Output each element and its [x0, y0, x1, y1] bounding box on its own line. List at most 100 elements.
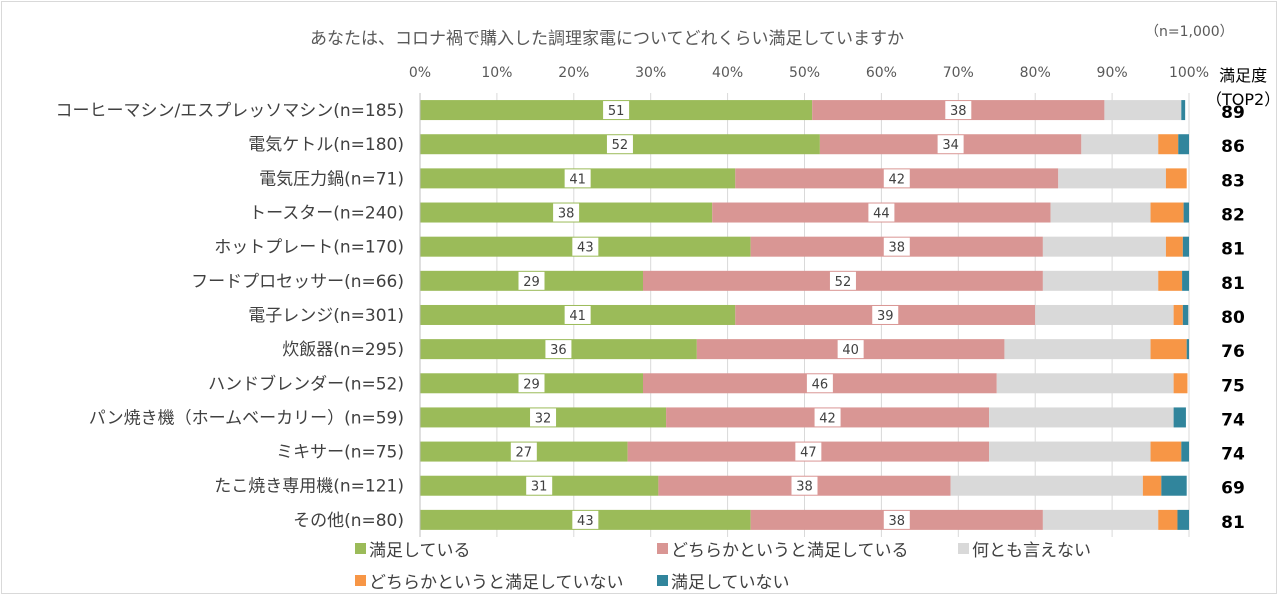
top2-header-line1: 満足度 [1219, 66, 1268, 85]
legend-item-somewhat-satisfied: どちらかというと満足している [657, 536, 909, 561]
data-label-box [518, 374, 545, 393]
data-label: 42 [889, 172, 906, 187]
data-label: 43 [577, 241, 594, 256]
legend-item-somewhat-dissatisfied: どちらかというと満足していない [355, 568, 624, 593]
data-label: 46 [812, 377, 829, 392]
category-label: フードプロセッサー(n=66) [191, 272, 404, 292]
bar-segment [1182, 304, 1189, 325]
category-label: トースター(n=240) [249, 204, 404, 224]
top2-value: 83 [1221, 171, 1245, 191]
data-label-box [572, 510, 599, 529]
bar-segment [1150, 339, 1187, 360]
data-label-box [530, 408, 557, 427]
data-label: 44 [873, 207, 890, 222]
bar-segment [1158, 509, 1178, 530]
bar-segment [950, 475, 1143, 496]
data-label-box [814, 408, 841, 427]
x-tick-label: 70% [943, 65, 974, 81]
data-label: 32 [535, 411, 552, 426]
x-tick-label: 30% [635, 65, 666, 81]
top2-value: 89 [1221, 103, 1245, 123]
data-label: 41 [569, 309, 586, 324]
bar-segment [1035, 304, 1174, 325]
sample-size-note: （n=1,000） [1145, 24, 1234, 40]
category-label: 電子レンジ(n=301) [248, 306, 404, 326]
top2-header-line2: （TOP2） [1206, 90, 1280, 109]
data-label: 27 [516, 446, 533, 461]
bar-segment [1081, 134, 1159, 155]
data-label: 34 [942, 138, 959, 153]
data-label: 42 [819, 411, 836, 426]
data-label: 47 [800, 446, 817, 461]
data-label-box [564, 305, 591, 324]
legend-label: 満足している [369, 541, 471, 561]
data-label-box [937, 135, 964, 154]
chart-title: あなたは、コロナ禍で購入した調理家電についてどれくらい満足していますか [310, 29, 904, 49]
data-label: 31 [531, 480, 548, 495]
top2-value: 75 [1221, 376, 1245, 396]
bar-segment [1173, 407, 1186, 428]
bar-segment [1186, 339, 1189, 360]
category-label: 電気ケトル(n=180) [248, 135, 404, 155]
top2-value: 74 [1221, 410, 1245, 430]
chart-legend: 満足している どちらかというと満足している 何とも言えない どちらかというと満足… [355, 536, 1255, 596]
x-tick-label: 50% [789, 65, 820, 81]
legend-label: 満足していない [671, 573, 790, 593]
bar-segment [1178, 134, 1189, 155]
data-label: 52 [835, 275, 852, 290]
bar-segment [1183, 202, 1189, 223]
legend-swatch [355, 575, 366, 586]
bar-segment [1165, 168, 1187, 189]
data-label-box [791, 476, 818, 495]
bar-segment [1042, 236, 1166, 257]
x-tick-label: 40% [712, 65, 743, 81]
bar-segment [1142, 475, 1162, 496]
category-label: コーヒーマシン/エスプレッソマシン(n=185) [56, 101, 404, 121]
x-tick-label: 80% [1020, 65, 1051, 81]
bar-segment [1182, 236, 1189, 257]
x-tick-label: 60% [866, 65, 897, 81]
bar-segment [1050, 202, 1151, 223]
bar-segment [1104, 100, 1182, 121]
category-label: パン焼き機（ホームベーカリー）(n=59) [89, 408, 404, 428]
bar-segment [1177, 509, 1189, 530]
data-label: 52 [612, 138, 629, 153]
data-label: 36 [550, 343, 567, 358]
bar-segment [1158, 270, 1183, 291]
category-label: ミキサー(n=75) [276, 443, 404, 463]
top2-value: 86 [1221, 137, 1245, 157]
data-label-box [510, 442, 537, 461]
data-label-box [883, 169, 910, 188]
category-label: 電気圧力鍋(n=71) [259, 169, 404, 189]
top2-value: 81 [1221, 513, 1245, 533]
category-label: ハンドブレンダー(n=52) [208, 373, 404, 394]
legend-label: 何とも言えない [972, 541, 1091, 561]
x-tick-label: 10% [481, 65, 512, 81]
bar-segment [1165, 236, 1183, 257]
data-label: 29 [523, 275, 540, 290]
data-label: 38 [889, 241, 906, 256]
data-label-box [564, 169, 591, 188]
data-label-box [883, 237, 910, 256]
data-label-box [945, 101, 972, 120]
legend-swatch [958, 543, 969, 554]
bar-segment [1058, 168, 1166, 189]
data-label: 51 [608, 104, 625, 119]
data-label: 40 [842, 343, 859, 358]
data-label: 38 [796, 480, 813, 495]
bar-segment [1181, 100, 1186, 121]
legend-item-neutral: 何とも言えない [958, 536, 1091, 561]
category-label: たこ焼き専用機(n=121) [214, 477, 404, 497]
category-label: その他(n=80) [293, 511, 404, 531]
category-label: 炊飯器(n=295) [282, 340, 404, 360]
bar-segment [989, 441, 1151, 462]
top2-value: 82 [1221, 206, 1245, 226]
data-label: 43 [577, 514, 594, 529]
data-label-box [603, 101, 630, 120]
data-label-box [606, 135, 633, 154]
bar-segment [1158, 134, 1179, 155]
legend-item-dissatisfied: 満足していない [657, 568, 790, 593]
data-label-box [868, 203, 895, 222]
top2-value: 81 [1221, 240, 1245, 260]
